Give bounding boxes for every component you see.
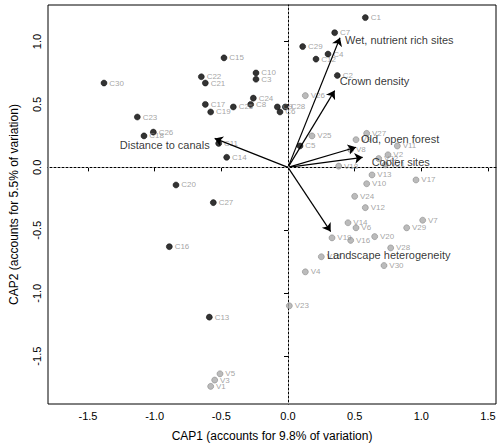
svg-text:C13: C13	[215, 313, 230, 322]
svg-text:Old, open forest: Old, open forest	[361, 133, 439, 145]
svg-text:C3: C3	[261, 75, 272, 84]
svg-text:Wet, nutrient rich sites: Wet, nutrient rich sites	[345, 34, 454, 46]
svg-text:V30: V30	[389, 261, 404, 270]
svg-text:V28: V28	[396, 243, 411, 253]
svg-text:V11: V11	[402, 141, 417, 151]
svg-text:V1: V1	[216, 382, 226, 391]
svg-text:CAP2 (accounts for 5.5% of var: CAP2 (accounts for 5.5% of variation)	[7, 104, 21, 305]
svg-text:C12: C12	[321, 55, 336, 64]
svg-text:V10: V10	[372, 179, 387, 188]
svg-text:1.0: 1.0	[414, 410, 429, 422]
svg-text:V7: V7	[428, 216, 438, 225]
svg-text:C14: C14	[232, 153, 247, 162]
svg-text:V6: V6	[361, 223, 371, 232]
svg-text:C16: C16	[175, 242, 190, 251]
svg-text:V16: V16	[356, 236, 371, 245]
svg-text:-1.5: -1.5	[79, 410, 98, 422]
svg-text:0.5: 0.5	[31, 97, 43, 112]
svg-text:0.0: 0.0	[280, 410, 295, 422]
svg-text:C10: C10	[261, 68, 276, 78]
svg-text:C23: C23	[143, 113, 158, 122]
svg-text:V20: V20	[380, 232, 395, 241]
svg-text:Crown density: Crown density	[340, 75, 410, 87]
svg-text:C11: C11	[224, 139, 239, 148]
svg-text:-1.0: -1.0	[145, 410, 164, 422]
svg-text:V19: V19	[337, 233, 352, 242]
svg-text:C8: C8	[256, 100, 267, 109]
svg-text:V12: V12	[371, 203, 386, 212]
svg-text:C27: C27	[219, 198, 234, 207]
svg-text:V4: V4	[311, 267, 321, 276]
svg-text:C20: C20	[181, 180, 196, 189]
svg-text:1.5: 1.5	[480, 410, 495, 422]
svg-text:C22: C22	[206, 72, 222, 82]
svg-text:V24: V24	[360, 192, 375, 201]
svg-text:-0.5: -0.5	[212, 410, 231, 422]
svg-text:1.0: 1.0	[31, 34, 43, 49]
svg-text:C17: C17	[210, 99, 226, 109]
svg-text:C26: C26	[159, 128, 174, 137]
svg-text:C29: C29	[308, 42, 323, 51]
svg-text:V29: V29	[412, 223, 427, 232]
svg-text:C24: C24	[258, 93, 274, 103]
svg-text:V18: V18	[344, 162, 359, 171]
svg-text:Landscape heterogeneity: Landscape heterogeneity	[327, 249, 451, 261]
svg-text:C6: C6	[285, 107, 296, 116]
svg-text:C19: C19	[216, 107, 231, 116]
svg-text:-1.5: -1.5	[31, 347, 43, 366]
svg-text:C28: C28	[290, 102, 306, 112]
svg-text:0.5: 0.5	[347, 410, 362, 422]
svg-text:Cooler sites: Cooler sites	[372, 156, 431, 168]
svg-text:C30: C30	[109, 79, 124, 88]
svg-text:C4: C4	[333, 49, 344, 59]
svg-text:0.0: 0.0	[31, 160, 43, 175]
svg-text:C25: C25	[239, 102, 254, 111]
svg-text:V23: V23	[295, 301, 310, 310]
svg-text:V17: V17	[421, 175, 436, 184]
svg-text:C5: C5	[305, 141, 316, 150]
svg-text:C7: C7	[340, 28, 351, 38]
svg-text:V5: V5	[225, 369, 236, 379]
svg-text:-0.5: -0.5	[31, 221, 43, 240]
svg-text:CAP1 (accounts for 9.8% of var: CAP1 (accounts for 9.8% of variation)	[172, 429, 373, 443]
svg-text:-1.0: -1.0	[31, 284, 43, 303]
svg-text:V25: V25	[317, 131, 332, 140]
svg-text:V13: V13	[377, 170, 392, 179]
svg-text:V8: V8	[356, 145, 366, 154]
svg-text:C21: C21	[211, 79, 226, 88]
svg-text:Distance to canals: Distance to canals	[120, 139, 210, 151]
svg-text:V26: V26	[310, 91, 325, 101]
svg-text:C15: C15	[229, 53, 244, 62]
svg-text:V3: V3	[220, 375, 230, 385]
svg-text:C1: C1	[371, 13, 382, 22]
